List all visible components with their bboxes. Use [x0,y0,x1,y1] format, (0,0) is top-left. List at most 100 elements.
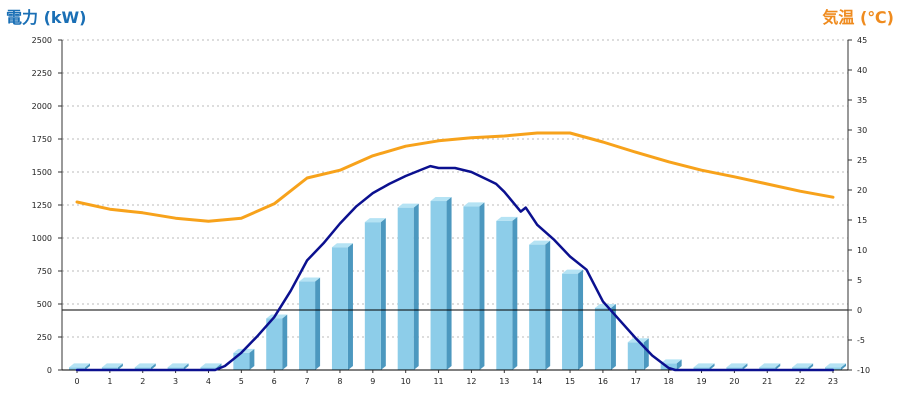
bar [430,197,452,370]
bar [299,277,321,370]
bar [463,202,485,370]
right-tick-label: -10 [857,366,870,375]
bar [726,363,748,370]
bar-side [380,218,386,370]
left-tick-label: 1250 [32,201,52,210]
bar [101,363,123,370]
left-tick-label: 1500 [32,168,52,177]
bar-side [249,348,255,370]
bar-side [643,338,649,370]
series-lines [75,131,835,372]
bar-top [134,363,156,368]
right-tick-label: 45 [857,36,867,45]
bar [134,363,156,370]
bar-side [578,269,584,370]
right-tick-label: 0 [857,306,862,315]
left-tick-label: 250 [37,333,52,342]
bar-side [85,363,90,370]
bar [331,243,353,370]
left-tick-label: 2500 [32,36,52,45]
bar-side [742,363,748,370]
x-tick-label: 9 [370,377,375,386]
bar-top [792,363,814,368]
bar-side [282,314,288,370]
left-tick-label: 1750 [32,135,52,144]
bar-top [69,363,90,368]
x-tick-label: 10 [401,377,411,386]
right-tick-label: 10 [857,246,867,255]
bar-top [266,314,288,319]
right-axis-title: 気温 (℃) [822,8,894,27]
x-tick-label: 13 [499,377,509,386]
power-bars [69,197,846,370]
left-tick-label: 1000 [32,234,52,243]
x-tick-label: 16 [598,377,608,386]
bar-top [463,202,485,207]
x-tick-label: 21 [762,377,772,386]
bar-front [726,367,743,370]
x-tick-label: 18 [664,377,674,386]
bar-top [825,363,846,368]
bar-side [545,240,551,370]
bar-side [347,243,353,370]
x-tick-label: 12 [466,377,476,386]
bar-top [430,197,452,202]
x-tick-label: 19 [696,377,706,386]
right-tick-label: 35 [857,96,867,105]
right-tick-label: 25 [857,156,867,165]
bar-top [529,240,551,245]
bar-top [693,363,715,368]
bar [496,216,518,370]
bar-side [446,197,452,370]
right-tick-label: 15 [857,216,867,225]
bar-front [364,222,381,370]
bar-front [200,367,217,370]
bar-front [397,207,414,370]
x-tick-label: 23 [828,377,838,386]
bar-front [463,206,480,370]
bar-front [430,201,447,370]
bar-front [167,367,184,370]
temperature-line [75,131,835,223]
bar-front [134,367,151,370]
bar-front [331,247,348,370]
bar-side [315,277,321,370]
bar [167,363,189,370]
right-tick-label: 30 [857,126,867,135]
bar-side [117,363,123,370]
left-tick-label: 2000 [32,102,52,111]
bar-top [167,363,189,368]
grid-lines [62,39,848,338]
x-tick-label: 6 [272,377,277,386]
bar-top [331,243,353,248]
bar-front [529,244,546,370]
bar [792,363,814,370]
x-tick-label: 2 [140,377,145,386]
bar-top [397,203,419,208]
x-tick-label: 20 [729,377,739,386]
x-tick-label: 5 [239,377,244,386]
bar [233,348,255,370]
left-tick-label: 500 [37,300,52,309]
right-tick-label: 40 [857,66,867,75]
x-tick-label: 7 [305,377,310,386]
x-tick-label: 8 [337,377,342,386]
bar-front [101,367,118,370]
bar [562,269,584,370]
bar-front [594,307,611,370]
bar [397,203,419,370]
x-tick-label: 1 [107,377,112,386]
tick-labels: 2500225020001750150012501000750500250045… [32,36,870,386]
bar-side [841,363,846,370]
bar [594,303,616,370]
bar-side [610,303,616,370]
bar-front [759,367,776,370]
bar-side [413,203,419,370]
x-tick-label: 15 [565,377,575,386]
bar-side [150,363,156,370]
bar-top [759,363,781,368]
bar-top [200,363,222,368]
bar-top [101,363,123,368]
bar-side [479,202,485,370]
